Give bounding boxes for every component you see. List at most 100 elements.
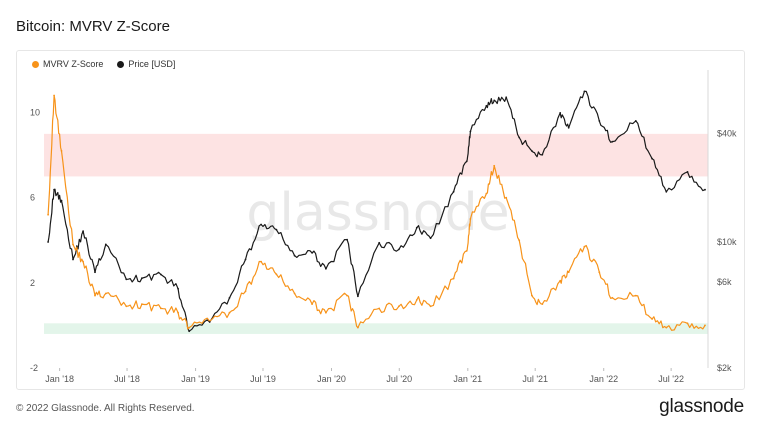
data-point-mvrv bbox=[378, 307, 381, 310]
data-point-mvrv bbox=[244, 290, 247, 293]
series-lines bbox=[47, 90, 706, 333]
data-point-mvrv bbox=[177, 311, 180, 314]
data-point-price bbox=[469, 130, 472, 133]
data-point-mvrv bbox=[60, 150, 63, 152]
data-point-price bbox=[493, 99, 496, 102]
data-point-mvrv bbox=[398, 305, 400, 308]
data-point-price bbox=[378, 241, 381, 244]
left-tick-label: -2 bbox=[30, 363, 38, 373]
data-point-mvrv bbox=[583, 245, 586, 248]
data-point-price bbox=[160, 273, 162, 276]
left-tick-label: 10 bbox=[30, 108, 40, 118]
data-point-price bbox=[465, 160, 468, 163]
data-point-price bbox=[598, 120, 601, 122]
data-point-price bbox=[398, 248, 400, 251]
left-axis-ticks: -2 2 6 10 bbox=[30, 108, 40, 373]
data-point-mvrv bbox=[567, 271, 570, 274]
x-tick-label: Jul '19 bbox=[250, 374, 276, 384]
chart-legend: MVRV Z-Score Price [USD] bbox=[32, 59, 175, 69]
data-point-mvrv bbox=[357, 326, 359, 329]
chart-title: Bitcoin: MVRV Z-Score bbox=[16, 18, 170, 35]
data-point-mvrv bbox=[260, 260, 262, 263]
copyright-text: © 2022 Glassnode. All Rights Reserved. bbox=[16, 403, 195, 414]
x-axis-ticks: Jan '18 Jul '18 Jan '19 Jul '19 Jan '20 Jul '… bbox=[45, 368, 684, 384]
data-point-price bbox=[346, 238, 348, 241]
data-point-mvrv bbox=[598, 271, 601, 274]
data-point-mvrv bbox=[275, 273, 278, 276]
data-point-mvrv bbox=[325, 311, 327, 314]
data-point-price bbox=[583, 90, 586, 93]
data-point-mvrv bbox=[94, 294, 96, 297]
data-point-price bbox=[177, 287, 180, 290]
data-point-price bbox=[125, 278, 128, 281]
glassnode-logo[interactable]: glassnode bbox=[659, 396, 744, 417]
data-point-mvrv bbox=[346, 294, 348, 297]
right-axis-ticks: $2k $6k $10k $40k bbox=[717, 128, 737, 373]
zone-bands bbox=[44, 133, 708, 334]
data-point-price bbox=[429, 237, 432, 240]
data-point-price bbox=[611, 140, 614, 143]
data-point-price bbox=[244, 258, 247, 261]
data-point-price bbox=[505, 96, 508, 99]
data-point-mvrv bbox=[634, 294, 637, 297]
left-tick-label: 6 bbox=[30, 193, 35, 203]
data-point-mvrv bbox=[429, 305, 432, 308]
data-point-price bbox=[325, 267, 327, 270]
right-tick-label: $6k bbox=[717, 277, 732, 287]
data-point-mvrv bbox=[518, 239, 521, 242]
data-point-price bbox=[82, 230, 84, 233]
band-low bbox=[44, 323, 708, 334]
left-tick-label: 2 bbox=[30, 278, 35, 288]
data-point-price bbox=[634, 120, 637, 122]
x-tick-label: Jul '22 bbox=[658, 374, 684, 384]
data-point-price bbox=[72, 258, 74, 261]
data-point-price bbox=[651, 157, 653, 160]
legend-label-mvrv: MVRV Z-Score bbox=[43, 59, 104, 69]
right-tick-label: $10k bbox=[717, 237, 737, 247]
data-point-price bbox=[188, 330, 191, 333]
data-point-price bbox=[541, 153, 544, 156]
x-tick-label: Jan '18 bbox=[45, 374, 74, 384]
x-tick-label: Jul '20 bbox=[386, 374, 412, 384]
right-tick-label: $40k bbox=[717, 128, 737, 138]
data-point-mvrv bbox=[160, 307, 162, 310]
right-tick-label: $2k bbox=[717, 363, 732, 373]
band-high bbox=[44, 133, 708, 177]
legend-item-mvrv[interactable]: MVRV Z-Score bbox=[32, 59, 103, 69]
data-point-mvrv bbox=[72, 243, 74, 246]
data-point-mvrv bbox=[469, 218, 472, 220]
data-point-price bbox=[452, 190, 455, 193]
data-point-mvrv bbox=[665, 326, 668, 329]
data-point-mvrv bbox=[104, 292, 107, 295]
data-point-mvrv bbox=[651, 318, 653, 320]
data-point-price bbox=[485, 104, 488, 107]
data-point-price bbox=[311, 252, 313, 254]
data-point-price bbox=[275, 228, 278, 231]
data-point-mvrv bbox=[228, 311, 231, 314]
data-point-mvrv bbox=[493, 164, 496, 167]
data-point-price bbox=[260, 223, 262, 226]
data-point-price bbox=[94, 271, 96, 274]
data-point-mvrv bbox=[141, 303, 143, 305]
data-point-price bbox=[665, 190, 668, 193]
data-point-price bbox=[104, 243, 107, 246]
data-point-mvrv bbox=[125, 305, 128, 308]
x-tick-label: Jan '21 bbox=[453, 374, 482, 384]
data-point-mvrv bbox=[541, 303, 544, 305]
data-point-mvrv bbox=[505, 196, 508, 199]
data-point-price bbox=[228, 297, 231, 299]
data-point-price bbox=[357, 295, 359, 298]
data-point-mvrv bbox=[611, 296, 614, 299]
data-point-price bbox=[208, 321, 211, 323]
data-point-mvrv bbox=[559, 279, 562, 282]
legend-item-price[interactable]: Price [USD] bbox=[117, 59, 175, 69]
watermark: glassnode bbox=[246, 183, 509, 243]
x-tick-label: Jul '18 bbox=[114, 374, 140, 384]
data-point-price bbox=[559, 112, 562, 114]
data-point-price bbox=[686, 171, 689, 173]
data-point-price bbox=[531, 150, 533, 152]
data-point-mvrv bbox=[293, 292, 296, 295]
data-point-mvrv bbox=[188, 326, 191, 329]
legend-dot-price bbox=[117, 60, 125, 68]
